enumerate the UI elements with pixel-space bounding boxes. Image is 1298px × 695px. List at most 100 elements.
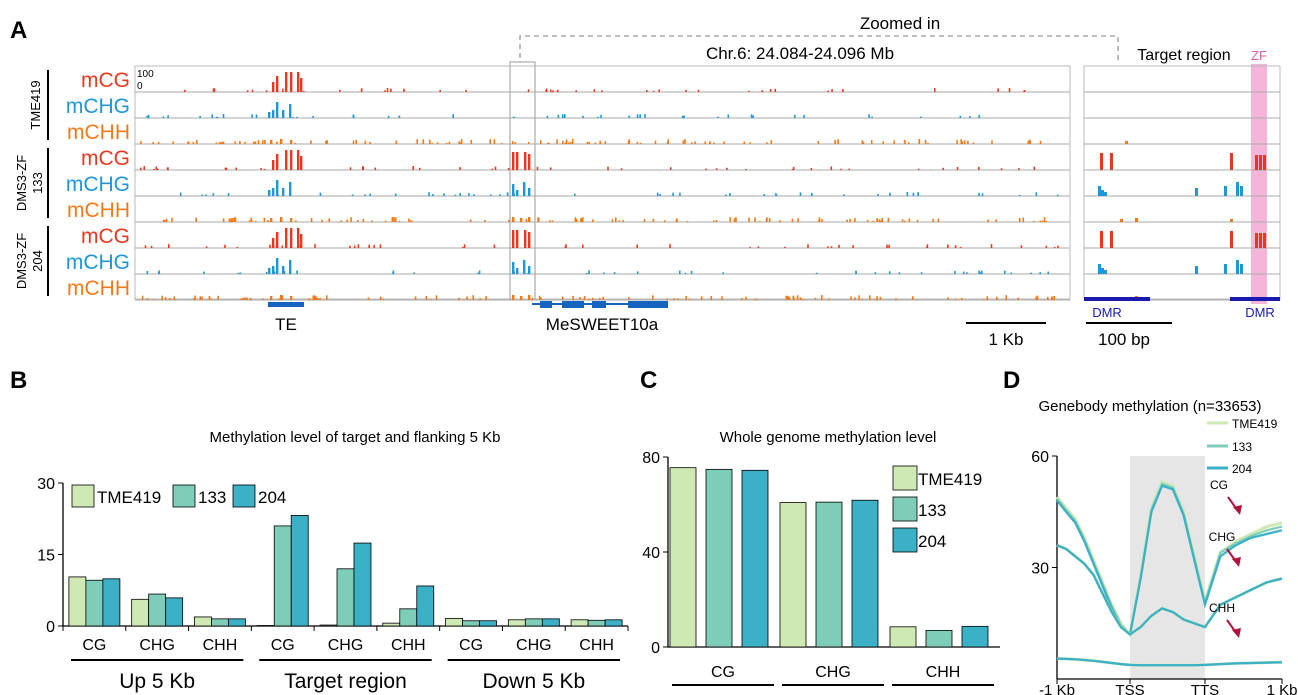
methylation-tick (659, 194, 661, 196)
methylation-tick (431, 142, 433, 144)
methylation-tick (709, 141, 711, 144)
methylation-tick (368, 244, 370, 248)
methylation-tick (774, 88, 777, 92)
zoom-peak (1263, 155, 1266, 170)
methylation-tick (807, 244, 809, 248)
methylation-tick (690, 270, 693, 274)
methylation-tick (443, 193, 445, 196)
track-label-mCG: mCG (81, 147, 130, 170)
methylation-tick (969, 116, 971, 118)
methylation-tick (874, 272, 877, 274)
methylation-tick (349, 167, 352, 170)
methylation-tick (408, 218, 410, 222)
methylation-tick (684, 272, 687, 274)
methylation-tick (713, 220, 715, 222)
methylation-tick (140, 141, 142, 144)
methylation-tick (224, 244, 226, 248)
methylation-tick (628, 115, 631, 118)
methylation-tick (574, 219, 577, 222)
methylation-tick (735, 217, 737, 222)
legend-label-133: 133 (198, 488, 226, 507)
methylation-tick (599, 140, 601, 144)
methylation-tick (788, 296, 791, 300)
line-CHG-204 (1056, 544, 1283, 636)
bar-133-CG (85, 579, 104, 627)
methylation-tick (489, 139, 491, 144)
line-CHH-204 (1056, 657, 1283, 667)
methylation-tick (722, 272, 724, 274)
methylation-tick (255, 114, 258, 118)
bar-133-CHH (399, 608, 418, 627)
methylation-tick (292, 117, 294, 118)
methylation-tick (868, 114, 870, 118)
methylation-tick (391, 217, 394, 222)
methylation-tick (669, 244, 671, 248)
methylation-tick (351, 194, 354, 196)
methylation-tick (222, 218, 225, 222)
panel-d-chart: Genebody methylation (n=33653) 30 60 -1 Kb… (1031, 398, 1297, 695)
methylation-tick (1005, 295, 1007, 300)
methylation-tick (574, 193, 576, 196)
methylation-tick (413, 272, 415, 274)
zoom-peak (1101, 268, 1104, 274)
te-label: TE (275, 315, 297, 334)
category-label: CHG (815, 664, 851, 681)
methylation-tick (613, 272, 616, 274)
methylation-tick (794, 114, 796, 118)
methylation-tick (717, 116, 719, 118)
methylation-tick (234, 217, 237, 222)
methylation-tick (602, 296, 604, 300)
methylation-tick (580, 218, 582, 222)
target-peak (528, 217, 531, 222)
methylation-tick (978, 270, 980, 274)
methylation-tick (382, 298, 384, 300)
methylation-tick (759, 221, 761, 222)
methylation-tick (549, 167, 552, 170)
methylation-tick (959, 115, 962, 118)
annotation-CHH: CHH (1209, 601, 1235, 615)
methylation-tick (954, 298, 957, 300)
target-peak (523, 182, 526, 196)
methylation-tick (912, 296, 914, 300)
sample-label: 204 (30, 250, 45, 272)
methylation-tick (729, 217, 731, 222)
sample-label: 133 (30, 172, 45, 194)
methylation-tick (283, 271, 286, 274)
bar-TME419-CHH (570, 619, 589, 627)
category-label: CHG (139, 637, 175, 654)
methylation-tick (369, 193, 371, 196)
te-peak (276, 180, 279, 196)
methylation-tick (618, 220, 621, 222)
methylation-tick (582, 115, 584, 118)
methylation-tick (666, 298, 668, 300)
methylation-tick (831, 89, 833, 92)
methylation-tick (888, 244, 890, 248)
bar-133-CG (462, 620, 480, 627)
methylation-tick (296, 270, 298, 274)
methylation-tick (547, 142, 549, 144)
methylation-tick (310, 140, 312, 144)
methylation-tick (546, 115, 549, 118)
x-tick-label: TSS (1115, 682, 1144, 695)
methylation-tick (380, 296, 382, 300)
methylation-tick (362, 166, 364, 170)
legend-label-TME419: TME419 (918, 470, 982, 489)
gene-model (532, 301, 668, 308)
target-peak (528, 232, 531, 248)
methylation-tick (537, 220, 540, 222)
methylation-tick (155, 166, 158, 170)
methylation-tick (315, 296, 317, 300)
zoom-peak (1195, 188, 1198, 196)
methylation-tick (161, 295, 163, 300)
methylation-tick (1039, 272, 1041, 274)
methylation-tick (1053, 296, 1056, 300)
methylation-tick (725, 194, 727, 196)
methylation-tick (920, 116, 922, 118)
category-label: CHG (516, 637, 552, 654)
te-peak (270, 140, 273, 144)
methylation-tick (326, 140, 328, 144)
zoom-peak (1259, 155, 1262, 170)
methylation-tick (768, 218, 771, 222)
panel-c-letter: C (640, 367, 657, 394)
methylation-tick (439, 89, 441, 92)
